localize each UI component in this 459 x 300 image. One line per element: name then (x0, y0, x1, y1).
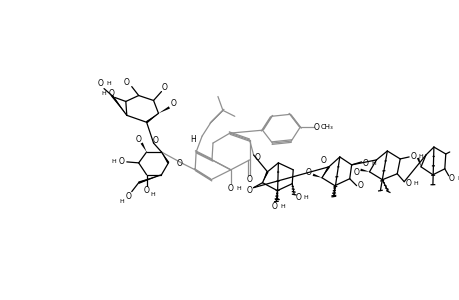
Text: H: H (418, 154, 422, 159)
Text: H: H (236, 186, 241, 191)
Text: H: H (280, 204, 284, 209)
Text: O: O (123, 78, 129, 87)
Text: H: H (190, 135, 196, 144)
Text: O: O (227, 184, 233, 193)
Polygon shape (416, 158, 420, 167)
Text: O: O (304, 168, 310, 177)
Text: O: O (126, 192, 131, 201)
Text: O: O (404, 179, 410, 188)
Text: O: O (161, 83, 167, 92)
Polygon shape (158, 106, 170, 113)
Text: H: H (370, 161, 375, 166)
Text: O: O (246, 186, 252, 195)
Text: H: H (456, 176, 459, 181)
Text: H: H (413, 181, 418, 186)
Polygon shape (146, 113, 158, 123)
Polygon shape (140, 142, 146, 152)
Text: O: O (313, 123, 319, 132)
Text: H: H (303, 195, 308, 200)
Text: O: O (119, 158, 124, 166)
Text: O: O (320, 156, 326, 165)
Polygon shape (161, 152, 169, 164)
Text: O: O (353, 168, 359, 177)
Text: CH₃: CH₃ (320, 124, 333, 130)
Text: O: O (109, 89, 115, 98)
Text: H: H (150, 192, 155, 197)
Polygon shape (262, 171, 268, 183)
Polygon shape (138, 175, 161, 184)
Text: O: O (176, 159, 182, 168)
Text: O: O (246, 175, 252, 184)
Text: O: O (271, 202, 277, 211)
Text: O: O (362, 159, 368, 168)
Text: H: H (119, 199, 124, 204)
Text: O: O (98, 79, 104, 88)
Text: O: O (357, 181, 363, 190)
Text: H: H (111, 159, 116, 164)
Text: O: O (254, 153, 260, 162)
Text: O: O (409, 152, 415, 161)
Text: O: O (170, 99, 176, 108)
Polygon shape (111, 95, 127, 115)
Polygon shape (359, 169, 369, 172)
Text: H: H (106, 81, 111, 86)
Text: O: O (143, 186, 149, 195)
Text: O: O (295, 193, 301, 202)
Text: O: O (448, 174, 453, 183)
Polygon shape (312, 174, 321, 178)
Text: H: H (101, 91, 106, 96)
Polygon shape (321, 166, 329, 178)
Text: O: O (152, 136, 158, 145)
Text: O: O (135, 135, 141, 144)
